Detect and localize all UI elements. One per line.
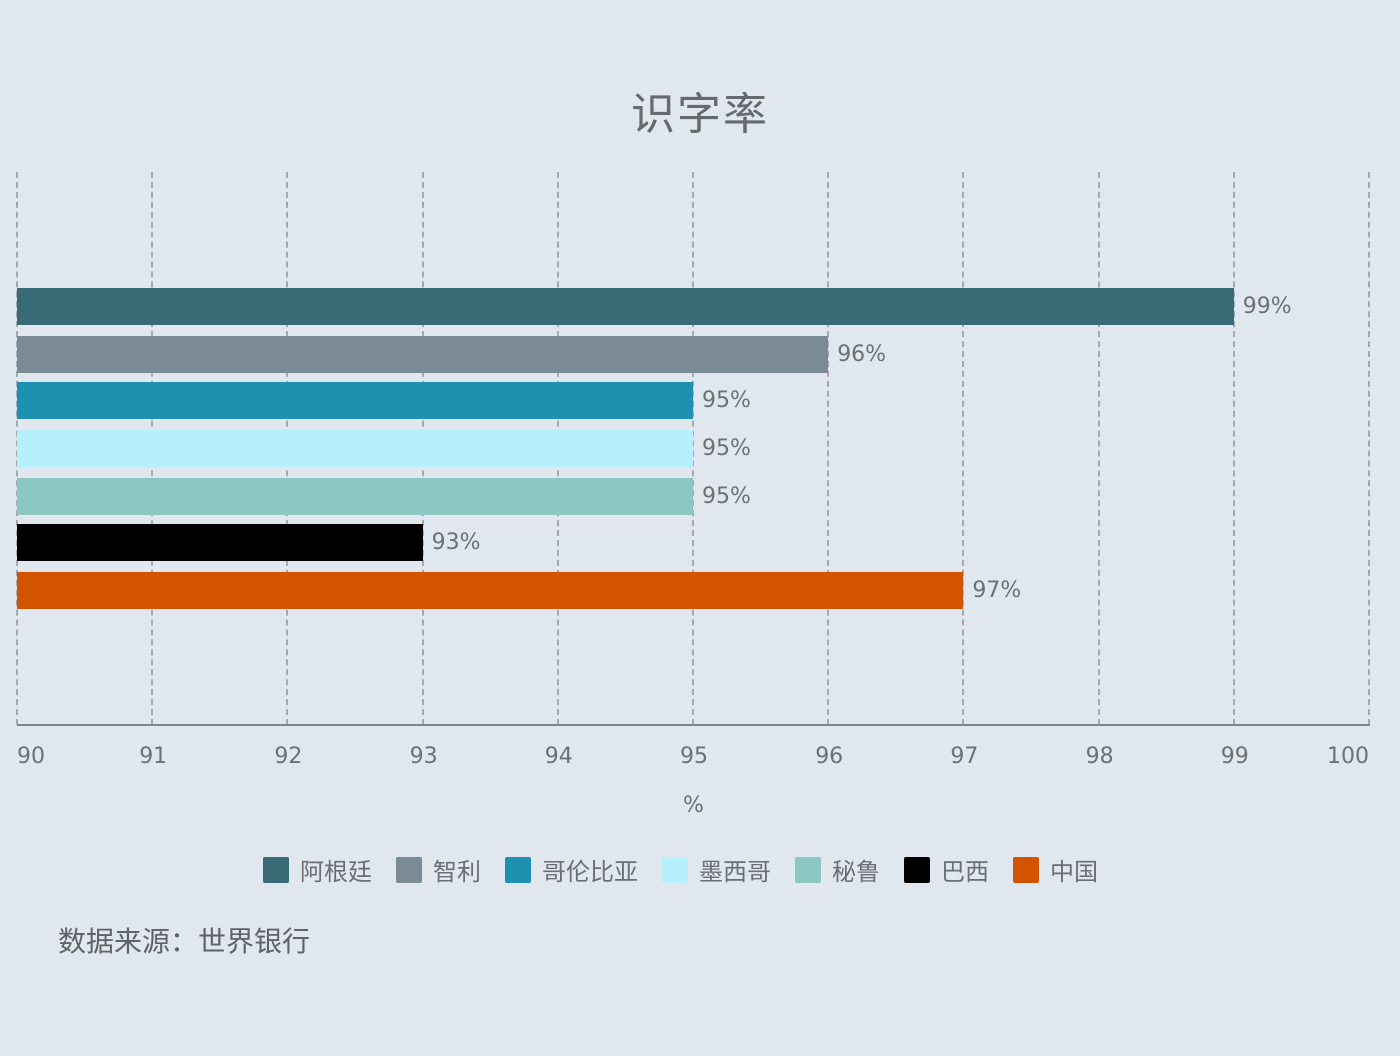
bar[interactable] <box>17 478 693 515</box>
legend-item[interactable]: 哥伦比亚 <box>505 852 638 887</box>
source-note: 数据来源：世界银行 <box>58 925 311 958</box>
legend-item[interactable]: 秘鲁 <box>795 852 880 887</box>
x-tick-label: 94 <box>544 744 573 769</box>
legend-swatch-icon <box>904 856 930 883</box>
chart-title: 识字率 <box>631 89 769 140</box>
bar-value-label: 95% <box>702 436 751 461</box>
legend-swatch-icon <box>795 856 821 883</box>
bar[interactable] <box>17 572 964 609</box>
gridline <box>827 172 830 725</box>
bar-value-label: 93% <box>431 530 481 555</box>
bar[interactable] <box>17 382 693 419</box>
bar-value-label: 95% <box>702 388 751 413</box>
legend-item[interactable]: 墨西哥 <box>662 852 771 887</box>
legend-label: 哥伦比亚 <box>542 858 638 886</box>
bar[interactable] <box>17 524 423 561</box>
legend: 阿根廷 智利 哥伦比亚 墨西哥 秘鲁 巴西 中国 <box>263 852 1122 887</box>
legend-label: 秘鲁 <box>832 858 880 886</box>
gridline <box>962 172 965 725</box>
plot-area: 99% 96% 95% 95% 95% 93% 97% <box>16 172 1370 725</box>
bar-value-label: 97% <box>972 578 1022 603</box>
gridline <box>1232 172 1235 725</box>
legend-item[interactable]: 阿根廷 <box>263 852 372 887</box>
legend-label: 阿根廷 <box>300 858 372 886</box>
bar[interactable] <box>17 288 1234 325</box>
legend-swatch-icon <box>662 856 688 883</box>
legend-swatch-icon <box>396 856 422 883</box>
legend-swatch-icon <box>263 856 289 883</box>
x-tick-label: 92 <box>274 744 303 769</box>
gridline <box>692 172 694 725</box>
bar-value-label: 95% <box>702 484 751 509</box>
legend-swatch-icon <box>1013 856 1039 883</box>
x-tick-label: 100 <box>1327 744 1369 769</box>
bar[interactable] <box>17 430 693 467</box>
legend-item[interactable]: 智利 <box>396 852 481 887</box>
legend-item[interactable]: 巴西 <box>904 852 989 887</box>
x-axis-line <box>17 724 1370 726</box>
x-tick-label: 96 <box>815 744 844 769</box>
x-tick-label: 90 <box>17 744 45 769</box>
x-tick-label: 95 <box>680 744 708 769</box>
legend-item[interactable]: 中国 <box>1013 852 1098 887</box>
legend-label: 中国 <box>1050 858 1098 886</box>
bar-value-label: 99% <box>1242 294 1292 319</box>
x-axis-title: % <box>683 793 704 818</box>
bar-value-label: 96% <box>837 342 887 367</box>
x-tick-label: 91 <box>139 744 168 769</box>
legend-swatch-icon <box>505 856 531 883</box>
x-tick-label: 99 <box>1220 744 1249 769</box>
legend-label: 智利 <box>433 858 481 886</box>
x-tick-label: 98 <box>1085 744 1114 769</box>
legend-label: 巴西 <box>941 858 989 886</box>
x-tick-label: 93 <box>409 744 438 769</box>
gridline <box>1368 172 1370 725</box>
bar[interactable] <box>17 336 829 373</box>
x-tick-label: 97 <box>950 744 979 769</box>
legend-label: 墨西哥 <box>699 858 771 886</box>
gridline <box>1097 172 1100 725</box>
